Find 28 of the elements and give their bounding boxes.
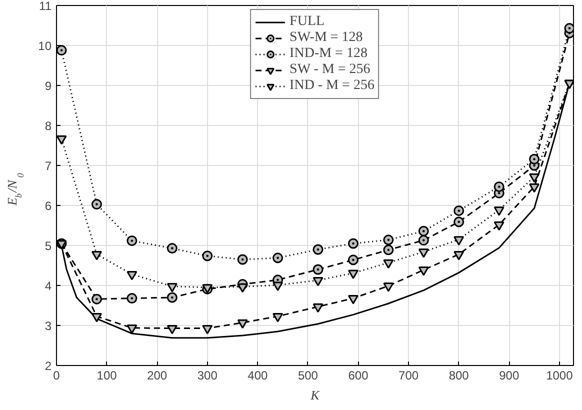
y-tick-label: 2 bbox=[44, 359, 52, 373]
x-tick-label: 200 bbox=[147, 368, 168, 382]
y-tick-label: 7 bbox=[44, 159, 52, 173]
legend-label: FULL bbox=[290, 14, 325, 30]
x-tick-label: 800 bbox=[448, 368, 470, 382]
x-tick-label: 400 bbox=[248, 368, 268, 382]
y-tick-label: 5 bbox=[44, 239, 52, 253]
x-tick-label: 1000 bbox=[546, 368, 574, 382]
legend-label: SW-M = 128 bbox=[290, 30, 363, 46]
x-tick-label: 500 bbox=[298, 368, 318, 382]
x-tick-label: 0 bbox=[53, 368, 60, 382]
y-tick-label: 4 bbox=[44, 279, 52, 293]
y-tick-label: 9 bbox=[44, 79, 52, 93]
x-tick-label: 700 bbox=[398, 368, 419, 382]
x-tick-label: 100 bbox=[96, 368, 118, 382]
x-tick-label: 900 bbox=[499, 368, 520, 382]
legend-label: SW - M = 256 bbox=[290, 62, 370, 78]
legend-label: IND-M = 128 bbox=[290, 46, 368, 62]
y-tick-label: 11 bbox=[39, 0, 52, 13]
legend-label: IND - M = 256 bbox=[290, 78, 374, 94]
x-tick-label: 300 bbox=[197, 368, 218, 382]
y-tick-label: 6 bbox=[44, 199, 52, 213]
y-axis-title: Eb/N0 bbox=[4, 172, 26, 206]
y-tick-label: 8 bbox=[44, 119, 52, 133]
x-axis-title: K bbox=[310, 388, 321, 402]
y-tick-label: 3 bbox=[44, 319, 52, 333]
y-tick-label: 10 bbox=[38, 39, 52, 53]
x-tick-label: 600 bbox=[348, 368, 369, 382]
